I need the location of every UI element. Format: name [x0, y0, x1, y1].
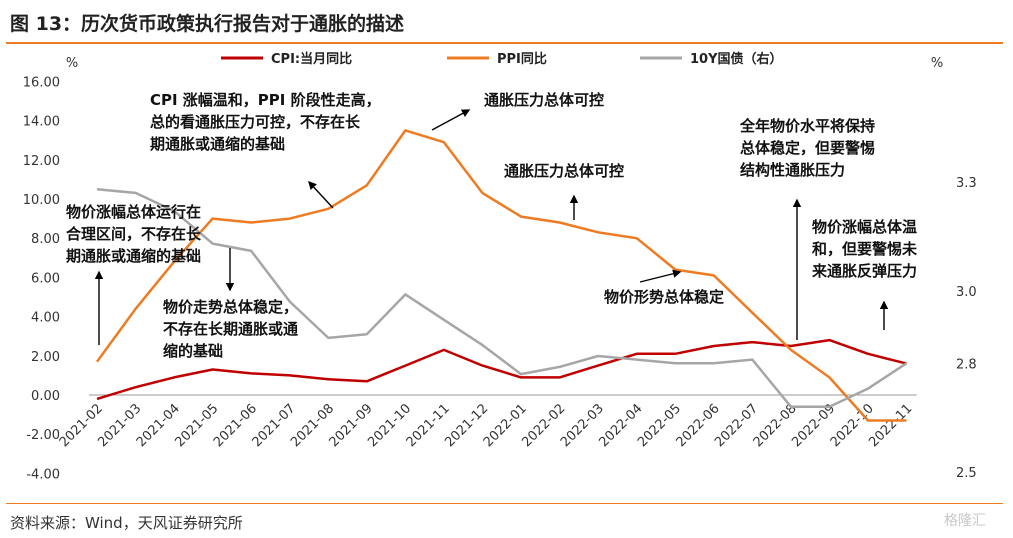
x-tick-label: 2022-11 [866, 401, 915, 450]
annotation-1: 通胀压力总体可控 [484, 91, 604, 109]
annotation-arrow-1 [431, 109, 471, 131]
annotation-line: 结构性通胀压力 [740, 161, 845, 179]
left-tick-label: 10.00 [23, 193, 60, 208]
annotation-7: 物价涨幅总体温和，但要警惕未来通胀反弹压力 [811, 218, 918, 280]
right-tick-label: 3.0 [956, 285, 977, 300]
chart-series [95, 129, 908, 422]
line-chart: CPI:当月同比 PPI同比 10Y国债（右） 16.00 14.00 12.00 10.… [23, 51, 977, 482]
annotation-line: 通胀压力总体可控 [504, 162, 624, 180]
legend-label-2: 10Y国债（右） [690, 51, 783, 67]
annotation-line: 合理区间，不存在长 [65, 225, 202, 243]
legend-label-1: PPI同比 [497, 51, 547, 67]
right-tick-label: 3.3 [956, 176, 977, 191]
annotation-4: 物价走势总体稳定， 不存在长期通胀或通缩的基础 [163, 298, 298, 360]
annotation-line: 总的看通胀压力可控，不存在长 [150, 113, 361, 131]
left-tick-label: 12.00 [23, 154, 60, 169]
left-tick-label: -4.00 [26, 467, 60, 482]
report-header: 图 13：历次货币政策执行报告对于通胀的描述 [0, 0, 1013, 44]
left-tick-label: 14.00 [23, 115, 60, 130]
header-divider [6, 42, 1003, 44]
series-line-2 [96, 188, 908, 408]
annotation-line: 缩的基础 [163, 342, 223, 360]
annotation-arrow-0 [308, 180, 334, 209]
annotation-line: 期通胀或通缩的基础 [66, 247, 201, 265]
annotation-6: 全年物价水平将保持总体稳定，但要警惕结构性通胀压力 [739, 117, 875, 179]
annotation-line: 物价涨幅总体运行在 [66, 203, 201, 221]
series-line-0 [96, 338, 907, 401]
annotation-3: 物价涨幅总体运行在合理区间，不存在长期通胀或通缩的基础 [65, 203, 202, 265]
legend-label-0: CPI:当月同比 [271, 51, 352, 67]
chart-annotations: CPI 涨幅温和，PPI 阶段性走高，总的看通胀压力可控，不存在长期通胀或通缩的… [65, 91, 918, 360]
right-axis-unit: % [931, 56, 943, 71]
annotation-arrow-5 [639, 269, 682, 283]
chart-legend: CPI:当月同比 PPI同比 10Y国债（右） [221, 51, 783, 67]
left-tick-label: 6.00 [31, 271, 60, 286]
annotation-line: 物价形势总体稳定 [604, 288, 724, 306]
annotation-line: 期通胀或通缩的基础 [150, 135, 285, 153]
left-axis-unit: % [66, 56, 78, 71]
annotation-line: 物价走势总体稳定， [163, 298, 298, 316]
footer-divider [6, 503, 1003, 504]
left-tick-label: -2.00 [26, 428, 60, 443]
annotation-line: 不存在长期通胀或通 [163, 320, 298, 338]
left-tick-label: 8.00 [31, 232, 60, 247]
source-note: 资料来源：Wind，天风证券研究所 [10, 514, 243, 532]
annotation-line: 通胀压力总体可控 [484, 91, 604, 109]
right-tick-label: 2.8 [956, 357, 977, 372]
annotation-5: 物价形势总体稳定 [604, 288, 724, 306]
annotation-line: 和，但要警惕未 [812, 240, 918, 258]
annotation-2: 通胀压力总体可控 [504, 162, 624, 180]
figure-title: 图 13：历次货币政策执行报告对于通胀的描述 [10, 13, 405, 35]
annotation-0: CPI 涨幅温和，PPI 阶段性走高， 总的看通胀压力可控，不存在长期通胀或通缩的… [150, 91, 381, 153]
left-tick-label: 2.00 [31, 350, 60, 365]
annotation-line: 物价涨幅总体温 [812, 218, 917, 236]
annotation-line: 全年物价水平将保持 [739, 117, 875, 135]
watermark: 格隆汇 [944, 513, 986, 529]
left-tick-label: 16.00 [23, 75, 60, 90]
left-tick-label: 4.00 [31, 311, 60, 326]
annotation-line: CPI 涨幅温和，PPI 阶段性走高， [150, 91, 381, 109]
left-tick-label: 0.00 [31, 389, 60, 404]
series-line-1 [95, 129, 907, 422]
annotation-line: 来通胀反弹压力 [811, 262, 917, 280]
right-tick-label: 2.5 [956, 466, 977, 481]
annotation-line: 总体稳定，但要警惕 [740, 139, 875, 157]
